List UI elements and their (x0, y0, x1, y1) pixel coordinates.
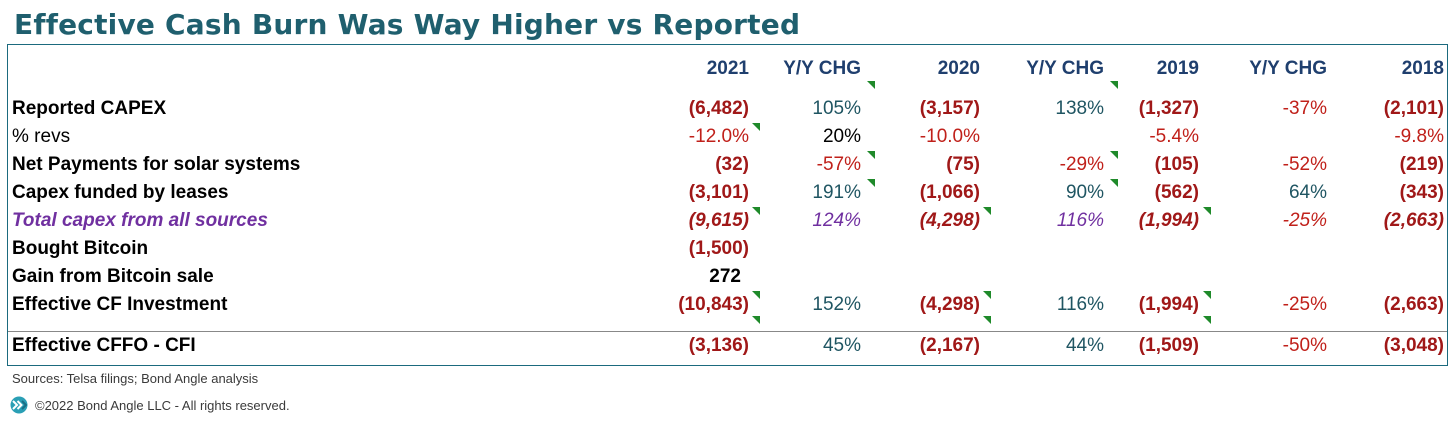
comment-marker (752, 316, 760, 324)
table-cell: (1,994) (1138, 210, 1199, 231)
table-cell: (2,101) (1383, 98, 1444, 119)
row-label-gain-bitcoin: Gain from Bitcoin sale (12, 266, 214, 287)
table-cell: (6,482) (688, 98, 749, 119)
table-cell: (4,298) (919, 210, 980, 231)
table-cell: (219) (1399, 154, 1444, 175)
table-cell: (2,167) (919, 335, 980, 356)
row-label-reported-capex: Reported CAPEX (12, 98, 167, 119)
table-cell: (1,500) (688, 238, 749, 259)
comment-marker (752, 123, 760, 131)
sources-note: Sources: Telsa filings; Bond Angle analy… (12, 371, 259, 386)
table-cell: -9.8% (1394, 126, 1444, 147)
comment-marker (983, 316, 991, 324)
table-cell: (3,136) (688, 335, 749, 356)
col-header-yoy-2019: Y/Y CHG (1249, 58, 1327, 79)
table-cell: -37% (1282, 98, 1327, 119)
table-cell: (9,615) (688, 210, 749, 231)
row-label-pct-revs: % revs (12, 126, 71, 147)
row-label-capex-leases: Capex funded by leases (12, 182, 229, 203)
comment-marker (1110, 151, 1118, 159)
comment-marker (867, 81, 875, 89)
comment-marker (1203, 316, 1211, 324)
comment-marker (752, 291, 760, 299)
table-cell: (105) (1154, 154, 1199, 175)
table-cell: 45% (822, 335, 861, 356)
comment-marker (1203, 207, 1211, 215)
table-cell: (343) (1399, 182, 1444, 203)
table-cell: (562) (1154, 182, 1199, 203)
table-cell: 272 (709, 266, 741, 287)
table-cell: -5.4% (1149, 126, 1199, 147)
table-cell: 138% (1055, 98, 1104, 119)
table-cell: -10.0% (919, 126, 980, 147)
row-label-effective-cffo-cfi: Effective CFFO - CFI (12, 335, 196, 356)
table-cell: -57% (816, 154, 861, 175)
comment-marker (983, 207, 991, 215)
comment-marker (752, 207, 760, 215)
comment-marker (1203, 291, 1211, 299)
table-cell: 64% (1288, 182, 1327, 203)
table-frame (7, 44, 1448, 366)
row-separator (8, 331, 1447, 332)
table-cell: -50% (1282, 335, 1327, 356)
table-cell: 20% (822, 126, 861, 147)
table-cell: 124% (812, 210, 861, 231)
page-title: Effective Cash Burn Was Way Higher vs Re… (14, 8, 801, 41)
table-cell: (10,843) (678, 294, 749, 315)
col-header-yoy-2020: Y/Y CHG (1026, 58, 1104, 79)
col-header-2021: 2021 (706, 58, 749, 79)
copyright-note: ©2022 Bond Angle LLC - All rights reserv… (35, 398, 290, 413)
table-cell: (75) (946, 154, 980, 175)
table-cell: (2,663) (1383, 210, 1444, 231)
table-cell: -12.0% (688, 126, 749, 147)
table-cell: -25% (1282, 210, 1327, 231)
bond-angle-logo-icon (10, 396, 28, 414)
col-header-2020: 2020 (937, 58, 980, 79)
table-cell: (4,298) (919, 294, 980, 315)
table-cell: 116% (1056, 294, 1104, 315)
table-cell: (1,066) (919, 182, 980, 203)
comment-marker (983, 291, 991, 299)
table-cell: (1,509) (1138, 335, 1199, 356)
table-cell: 152% (812, 294, 861, 315)
comment-marker (867, 179, 875, 187)
col-header-yoy-2021: Y/Y CHG (783, 58, 861, 79)
row-label-bought-bitcoin: Bought Bitcoin (12, 238, 149, 259)
table-cell: (3,101) (688, 182, 749, 203)
table-cell: -52% (1282, 154, 1327, 175)
table-cell: (3,157) (919, 98, 980, 119)
row-label-net-payments-solar: Net Payments for solar systems (12, 154, 301, 175)
comment-marker (1110, 81, 1118, 89)
table-cell: (2,663) (1383, 294, 1444, 315)
col-header-2019: 2019 (1156, 58, 1199, 79)
table-cell: -29% (1059, 154, 1104, 175)
comment-marker (867, 151, 875, 159)
table-cell: 116% (1056, 210, 1104, 231)
table-cell: 44% (1065, 335, 1104, 356)
table-cell: (1,327) (1138, 98, 1199, 119)
table-cell: (32) (715, 154, 749, 175)
table-cell: (1,994) (1138, 294, 1199, 315)
table-cell: (3,048) (1383, 335, 1444, 356)
comment-marker (1110, 179, 1118, 187)
table-cell: 191% (812, 182, 861, 203)
table-cell: 105% (812, 98, 861, 119)
row-label-effective-cf-investment: Effective CF Investment (12, 294, 228, 315)
table-cell: 90% (1065, 182, 1104, 203)
row-label-total-capex: Total capex from all sources (12, 210, 268, 231)
col-header-2018: 2018 (1401, 58, 1444, 79)
table-cell: -25% (1282, 294, 1327, 315)
